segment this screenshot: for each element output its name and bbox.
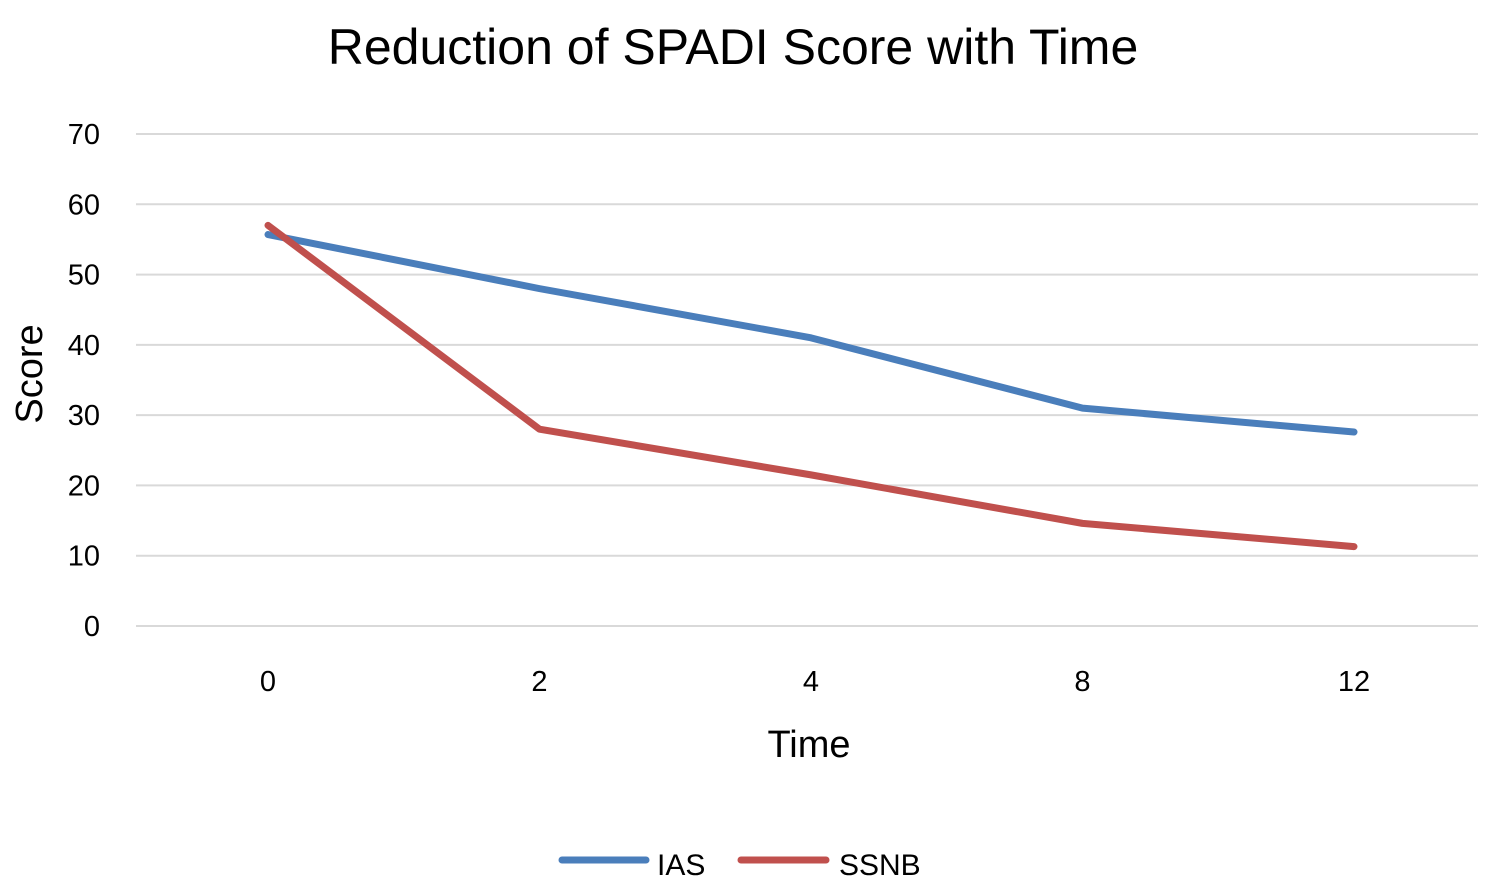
x-tick-label-4: 4 bbox=[803, 666, 819, 698]
x-tick-label-0: 0 bbox=[260, 666, 276, 698]
x-axis-title: Time bbox=[767, 724, 850, 766]
legend-item-ssnb: SSNB bbox=[737, 849, 921, 882]
y-tick-label-60: 60 bbox=[68, 189, 100, 221]
x-tick-label-8: 8 bbox=[1074, 666, 1090, 698]
x-tick-label-12: 12 bbox=[1338, 666, 1370, 698]
series-group bbox=[264, 221, 1358, 551]
y-axis-ticks: 0 10 20 30 40 50 60 70 bbox=[68, 119, 100, 643]
y-tick-label-0: 0 bbox=[84, 611, 100, 643]
y-tick-label-10: 10 bbox=[68, 541, 100, 573]
grid bbox=[136, 133, 1478, 627]
series-line-ssnb bbox=[264, 221, 1358, 551]
x-axis-ticks: 0 2 4 8 12 bbox=[260, 666, 1370, 698]
y-axis-title: Score bbox=[9, 324, 51, 423]
legend-label-ssnb: SSNB bbox=[839, 849, 921, 882]
x-tick-label-2: 2 bbox=[531, 666, 547, 698]
series-line-ias bbox=[264, 231, 1358, 436]
chart-title: Reduction of SPADI Score with Time bbox=[328, 19, 1139, 75]
y-tick-label-50: 50 bbox=[68, 260, 100, 292]
legend: IAS SSNB bbox=[558, 849, 921, 882]
y-tick-label-20: 20 bbox=[68, 470, 100, 502]
y-tick-label-30: 30 bbox=[68, 400, 100, 432]
y-tick-label-40: 40 bbox=[68, 330, 100, 362]
legend-item-ias: IAS bbox=[558, 849, 705, 882]
y-tick-label-70: 70 bbox=[68, 119, 100, 151]
legend-label-ias: IAS bbox=[657, 849, 705, 882]
